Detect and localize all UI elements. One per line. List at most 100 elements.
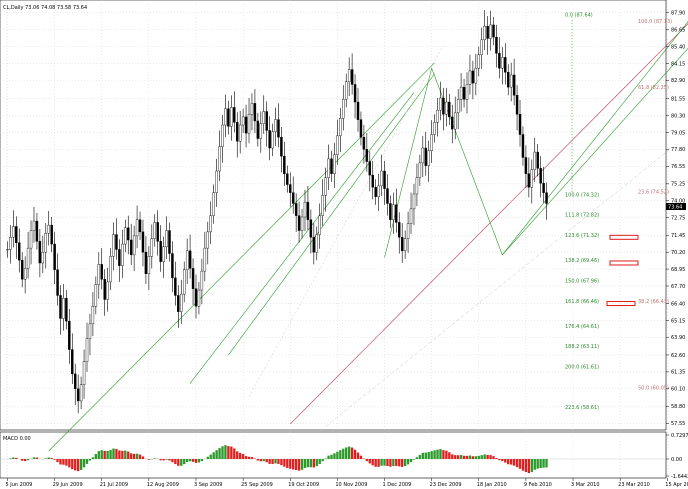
symbol-label: CL,Daily 73.06 74.08 73.58 73.64 (3, 5, 87, 11)
candle (147, 246, 151, 291)
candle-body (489, 24, 492, 39)
candle-body (50, 224, 53, 245)
x-tick-label: 3 Sep 2009 (194, 482, 223, 488)
candle (26, 231, 30, 279)
candle (188, 234, 192, 279)
candle (362, 125, 366, 164)
candle (215, 158, 218, 207)
y-tick-label: 70.20 (671, 250, 685, 256)
current-price-value: 73.64 (668, 205, 682, 211)
candle (265, 101, 268, 147)
candle (377, 173, 380, 211)
swing-line (384, 68, 432, 258)
y-tick-label: 79.05 (671, 130, 685, 136)
candle-body (524, 157, 528, 174)
candle-body (12, 226, 15, 238)
candle (35, 212, 39, 250)
candle-body (206, 231, 210, 249)
candle (289, 172, 292, 207)
candle-body (283, 155, 286, 174)
candle (336, 119, 339, 165)
candle-body (271, 131, 274, 149)
candle-body (62, 297, 65, 319)
candle-body (88, 323, 92, 339)
candle-body (156, 222, 159, 242)
x-tick-label: 9 Feb 2010 (524, 482, 552, 488)
candle (347, 57, 351, 96)
candle-body (185, 250, 189, 270)
candle (356, 87, 360, 132)
candle-body (495, 36, 498, 54)
y-tick-label: 75.25 (671, 182, 685, 188)
candle-body (453, 112, 457, 130)
main-panel (0, 0, 667, 431)
retr-label: 100.0 (87.13) (638, 19, 672, 25)
target-box (606, 301, 636, 307)
candle (197, 281, 201, 315)
candle (415, 163, 419, 207)
x-tick-label: 10 Nov 2009 (335, 482, 367, 488)
candle-body (253, 103, 257, 122)
oscillator-label: MACD 0.00 (3, 436, 31, 442)
candle (365, 133, 369, 172)
candle-body (536, 151, 539, 169)
candle (280, 127, 283, 173)
candle-body (347, 69, 351, 82)
y-tick-label: 74.00 (671, 199, 685, 205)
candle (47, 210, 50, 246)
fib-label: 188.2 (63.11) (565, 344, 599, 350)
candle-body (82, 361, 86, 385)
candle-body (350, 69, 354, 85)
candle-body (371, 174, 374, 188)
candle (286, 165, 289, 193)
candle (453, 96, 457, 140)
candle-body (277, 119, 280, 138)
candle-body (400, 237, 404, 252)
candle-body (38, 241, 42, 264)
candle (250, 93, 254, 131)
candle (162, 236, 165, 278)
candle-body (171, 253, 174, 279)
candle-body (318, 215, 321, 235)
retr-label: 38.2 (66.43) (638, 299, 669, 305)
candle (65, 290, 68, 330)
candle-body (218, 146, 221, 172)
fib-label: 200.0 (61.61) (565, 364, 599, 370)
candle-body (259, 123, 263, 139)
y-tick-label: 87.90 (671, 11, 685, 17)
candle-body (56, 269, 59, 296)
candle-body (135, 219, 139, 237)
candle (339, 108, 342, 153)
candle (247, 97, 251, 144)
candle (59, 285, 62, 335)
candle-body (262, 111, 265, 124)
candle-body (286, 173, 289, 185)
candle-body (97, 264, 101, 285)
candle (368, 151, 372, 192)
candle (236, 112, 239, 158)
y-tick-label: 67.70 (671, 284, 685, 290)
y-tick-label: 72.75 (671, 215, 685, 221)
x-tick-label: 18 Jan 2010 (477, 482, 507, 488)
candle-body (380, 170, 383, 187)
swing-line (502, 47, 688, 256)
y-tick-label: 68.95 (671, 267, 685, 273)
swing-line (502, 21, 688, 256)
candle-body (153, 222, 156, 239)
candle (350, 53, 354, 95)
candle (115, 218, 118, 260)
osc-tick-label: -1.6442 (671, 474, 688, 480)
candle-body (194, 288, 198, 307)
candle (342, 85, 345, 131)
candle-body (144, 251, 148, 275)
candle-body (545, 192, 548, 204)
candle-body (244, 116, 248, 134)
candle-body (424, 147, 427, 166)
x-tick-label: 12 Aug 2009 (147, 482, 179, 488)
candle (79, 376, 83, 410)
y-tick-label: 61.35 (671, 370, 685, 376)
candle (180, 279, 183, 324)
candle-body (459, 86, 463, 100)
candle (309, 209, 313, 254)
